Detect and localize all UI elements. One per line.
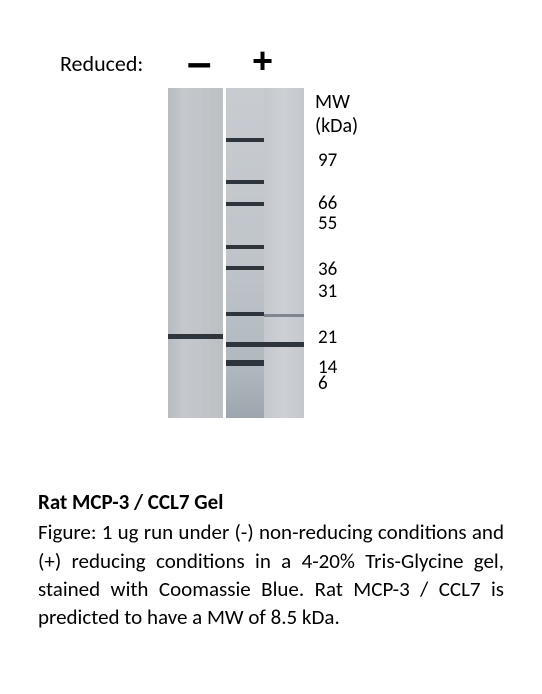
lane-ladder bbox=[226, 88, 264, 418]
figure-caption: Rat MCP-3 / CCL7 Gel Figure: 1 ug run un… bbox=[38, 488, 504, 632]
mw-unit-label: (kDa) bbox=[315, 114, 358, 138]
mw-label-header: MW bbox=[315, 90, 350, 114]
minus-symbol: – bbox=[187, 38, 211, 88]
ladder-band-66 bbox=[226, 180, 264, 184]
mw-label-6: 6 bbox=[318, 374, 328, 393]
caption-title: Rat MCP-3 / CCL7 Gel bbox=[38, 488, 504, 516]
reduced-label: Reduced: bbox=[60, 50, 143, 77]
ladder-band-36 bbox=[226, 245, 264, 249]
lane-non-reducing bbox=[168, 88, 223, 418]
sample-band-reducing-1 bbox=[264, 342, 304, 347]
plus-symbol: + bbox=[252, 40, 273, 82]
mw-label-36: 36 bbox=[318, 260, 337, 279]
ladder-band-21 bbox=[226, 312, 264, 316]
mw-label-97: 97 bbox=[318, 151, 337, 170]
mw-label-66: 66 bbox=[318, 194, 337, 213]
mw-label-31: 31 bbox=[318, 282, 337, 301]
caption-body: Figure: 1 ug run under (-) non-reducing … bbox=[38, 518, 504, 631]
ladder-band-97 bbox=[226, 138, 264, 142]
ladder-band-55 bbox=[226, 202, 264, 206]
ladder-band-31 bbox=[226, 266, 264, 270]
mw-label-55: 55 bbox=[318, 214, 337, 233]
mw-label-21: 21 bbox=[318, 328, 337, 347]
sample-band-nonreducing-0 bbox=[168, 334, 223, 339]
ladder-band-6 bbox=[226, 360, 264, 366]
lane-reducing bbox=[264, 88, 304, 418]
ladder-band-14 bbox=[226, 342, 264, 347]
gel-figure: Reduced: – + MW (kDa) 976655363121146 bbox=[60, 38, 500, 438]
sample-band-reducing-0 bbox=[264, 314, 304, 317]
